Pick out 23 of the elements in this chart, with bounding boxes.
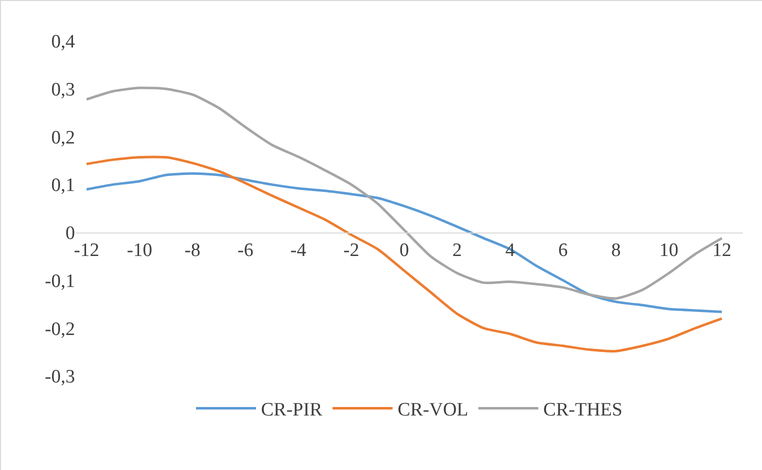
legend-label: CR-VOL xyxy=(398,400,468,421)
x-tick-label: 10 xyxy=(659,240,678,262)
y-tick-label: 0,1 xyxy=(51,175,75,196)
y-tick-label: 0,4 xyxy=(51,32,76,53)
x-tick-label: -12 xyxy=(74,240,100,262)
x-tick-label: 0 xyxy=(399,240,409,262)
y-tick-label: -0,3 xyxy=(44,366,75,388)
y-tick-label: -0,1 xyxy=(44,270,75,292)
x-tick-label: 12 xyxy=(712,240,732,262)
y-tick-label: 0,3 xyxy=(51,80,75,101)
x-tick-label: 6 xyxy=(558,240,568,262)
y-tick-label: 0 xyxy=(66,223,75,244)
x-tick-label: -8 xyxy=(184,240,200,262)
x-tick-label: -4 xyxy=(290,240,307,262)
legend-label: CR-THES xyxy=(543,400,622,421)
legend-label: CR-PIR xyxy=(261,400,323,421)
x-tick-label: 2 xyxy=(452,240,462,262)
x-tick-label: -10 xyxy=(126,240,152,262)
x-tick-label: 8 xyxy=(611,240,621,262)
x-tick-label: -6 xyxy=(237,240,254,262)
y-tick-label: -0,2 xyxy=(44,318,75,340)
x-tick-label: -2 xyxy=(343,240,360,262)
y-tick-label: 0,2 xyxy=(51,127,75,148)
